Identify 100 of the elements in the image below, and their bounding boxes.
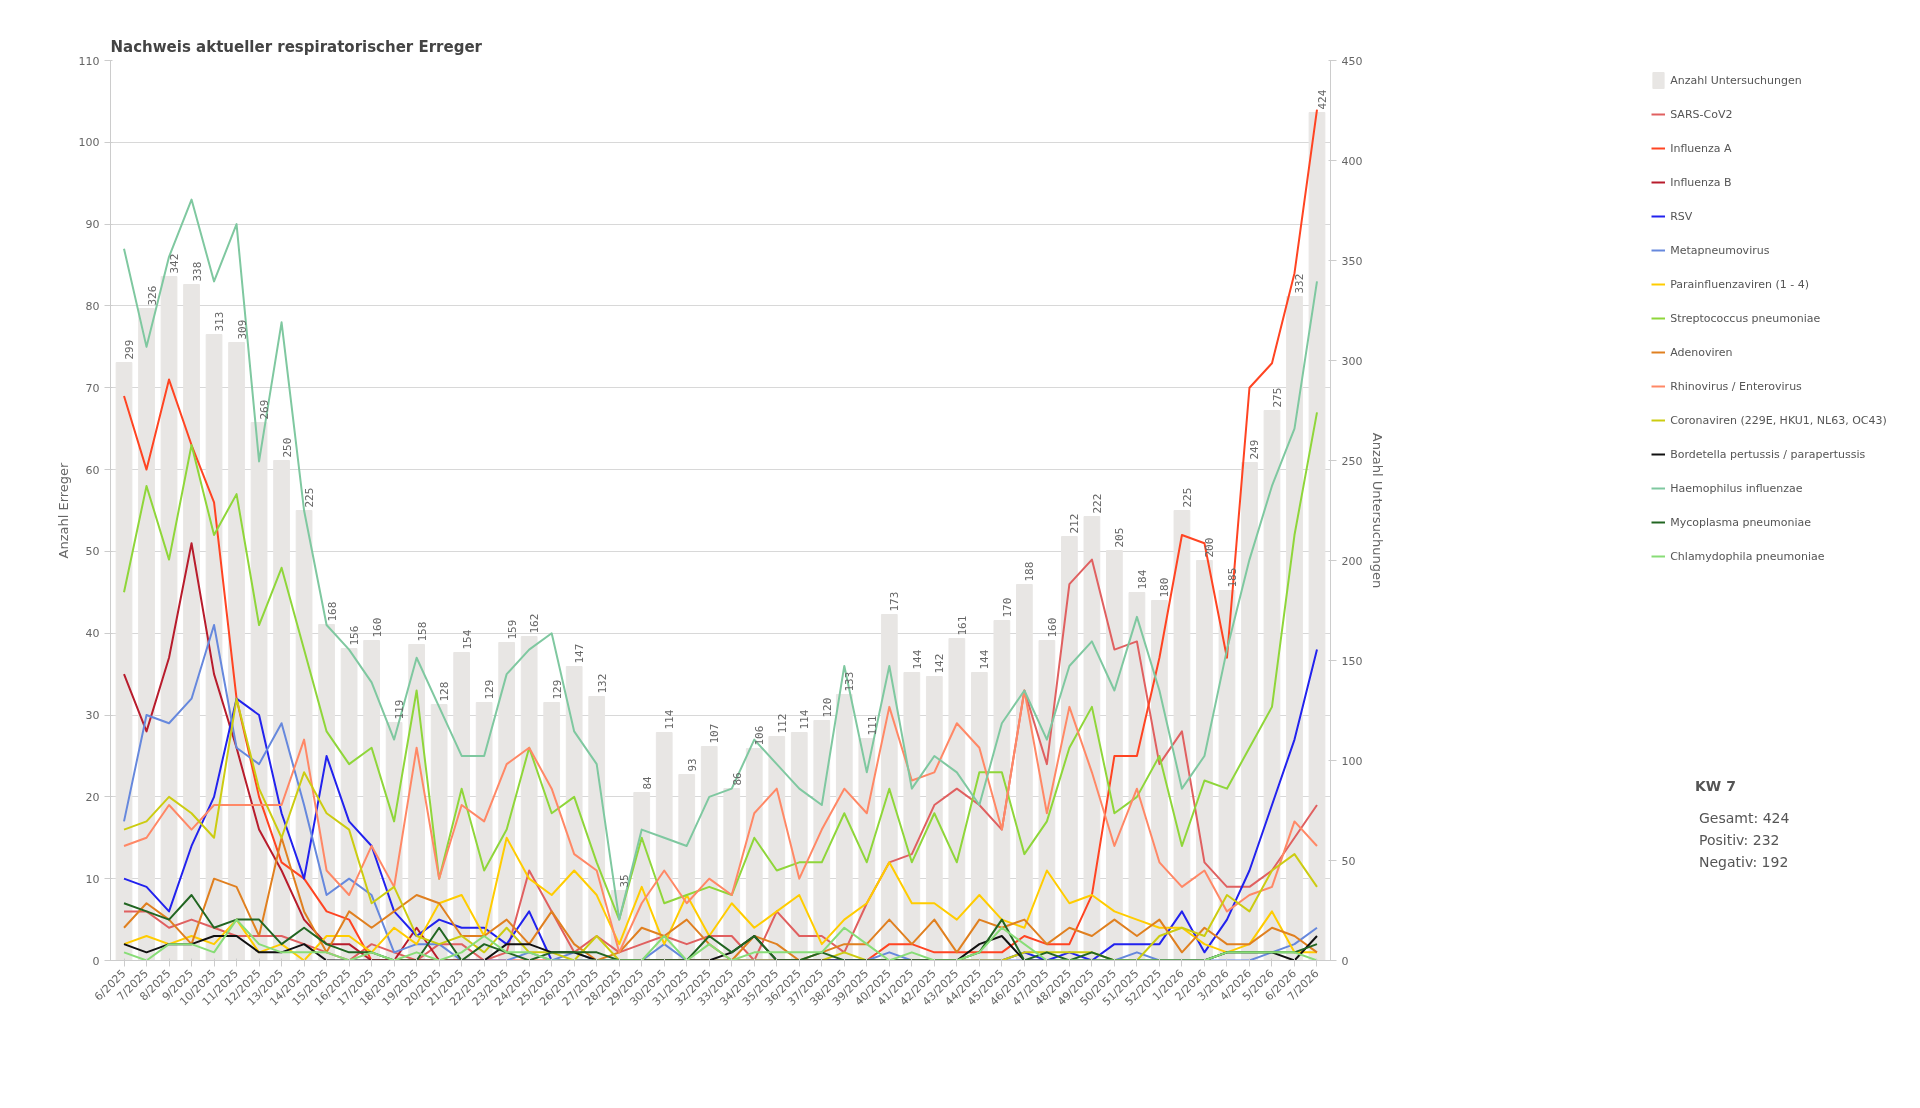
y-tick-label: 90 <box>85 218 100 232</box>
legend-label: Influenza A <box>1670 141 1732 155</box>
legend-label: Bordetella pertussis / parapertussis <box>1670 447 1866 461</box>
legend-label: SARS-CoV2 <box>1670 107 1733 121</box>
data-label: 119 <box>393 699 407 720</box>
bar <box>970 672 988 961</box>
y2-tick-label: 250 <box>1341 454 1363 468</box>
data-label: 173 <box>888 591 902 612</box>
data-label: 299 <box>123 339 137 360</box>
data-label: 250 <box>280 437 294 458</box>
data-label: 129 <box>550 679 564 700</box>
data-label: 161 <box>955 615 969 636</box>
data-label: 180 <box>1158 577 1172 598</box>
y-tick-label: 60 <box>85 463 100 477</box>
legend-label: Chlamydophila pneumoniae <box>1670 549 1825 563</box>
y-tick-label: 20 <box>85 790 100 804</box>
data-label: 112 <box>775 713 789 734</box>
data-label: 93 <box>685 758 699 772</box>
y2-tick-label: 400 <box>1341 154 1363 168</box>
y2-axis-title: Anzahl Untersuchungen <box>1370 432 1386 589</box>
bar <box>948 638 966 961</box>
legend-label: Adenoviren <box>1670 345 1733 359</box>
data-label: 84 <box>640 775 654 790</box>
data-label: 142 <box>933 653 947 674</box>
data-label: 114 <box>798 709 812 730</box>
bar <box>1106 550 1123 961</box>
data-label: 144 <box>978 649 992 670</box>
bar <box>1286 296 1303 961</box>
legend-label: Coronaviren (229E, HKU1, NL63, OC43) <box>1670 413 1887 427</box>
data-label: 160 <box>370 617 384 638</box>
bar <box>1061 536 1078 961</box>
legend-label: Haemophilus influenzae <box>1670 481 1803 495</box>
data-label: 332 <box>1293 273 1307 294</box>
data-label: 225 <box>1180 487 1194 508</box>
bar <box>1196 560 1213 961</box>
legend-label: Mycoplasma pneumoniae <box>1670 515 1812 529</box>
y2-tick-label: 50 <box>1341 854 1356 868</box>
data-label: 111 <box>865 715 879 736</box>
legend-label: RSV <box>1670 209 1693 223</box>
data-label: 106 <box>753 725 767 746</box>
y-tick-label: 40 <box>85 627 100 641</box>
y2-tick-label: 0 <box>1341 954 1349 968</box>
data-label: 313 <box>213 311 227 332</box>
bar <box>1173 510 1191 961</box>
data-label: 162 <box>528 613 542 634</box>
data-label: 205 <box>1113 527 1127 548</box>
data-label: 156 <box>348 625 362 646</box>
line-series <box>123 198 1318 921</box>
data-label: 154 <box>460 629 474 650</box>
bar <box>1128 592 1146 961</box>
bar <box>183 284 200 961</box>
legend-label: Influenza B <box>1670 175 1732 189</box>
data-label: 168 <box>325 601 339 622</box>
legend-label: Metapneumovirus <box>1670 243 1770 257</box>
data-label: 275 <box>1270 387 1284 408</box>
bar <box>835 694 853 961</box>
y2-tick-label: 450 <box>1341 54 1363 68</box>
y-tick-label: 80 <box>85 299 100 313</box>
legend-label: Parainfluenzaviren (1 - 4) <box>1670 277 1810 291</box>
data-label: 86 <box>730 772 744 786</box>
y-tick-label: 70 <box>85 381 100 395</box>
data-label: 170 <box>1000 597 1014 618</box>
y2-tick-label: 300 <box>1341 354 1363 368</box>
chart-title: Nachweis aktueller respiratorischer Erreger <box>110 37 483 56</box>
text: Negativ: 192 <box>1699 853 1790 872</box>
bar <box>543 702 561 961</box>
data-label: 424 <box>1315 89 1329 110</box>
text: Positiv: 232 <box>1699 831 1781 850</box>
y-tick-label: 110 <box>78 54 100 68</box>
bar <box>1263 410 1281 961</box>
data-label: 132 <box>595 673 609 694</box>
y2-tick-label: 350 <box>1341 254 1363 268</box>
y-tick-label: 0 <box>92 954 100 968</box>
bar <box>520 636 538 961</box>
data-label: 158 <box>415 621 429 642</box>
line-series <box>123 558 1318 961</box>
data-label: 188 <box>1023 561 1037 582</box>
data-label: 129 <box>483 679 497 700</box>
bar <box>993 620 1011 961</box>
bar <box>1241 462 1258 961</box>
bar <box>228 342 245 961</box>
data-label: 309 <box>235 319 249 340</box>
data-label: 225 <box>303 487 317 508</box>
data-label: 338 <box>190 261 204 282</box>
data-label: 114 <box>663 709 677 730</box>
legend-label: Anzahl Untersuchungen <box>1670 73 1802 87</box>
line-series <box>123 542 441 961</box>
data-label: 128 <box>438 681 452 702</box>
y-tick-label: 50 <box>85 545 100 559</box>
data-label: 212 <box>1068 513 1082 534</box>
bar <box>1218 590 1236 961</box>
data-label: 222 <box>1090 493 1104 514</box>
y-tick-label: 10 <box>85 872 100 886</box>
bar <box>340 648 358 961</box>
bar <box>160 276 178 961</box>
data-label: 269 <box>258 399 272 420</box>
bar <box>565 666 583 961</box>
y2-tick-label: 100 <box>1341 754 1363 768</box>
data-label: 144 <box>910 649 924 670</box>
y2-tick-label: 200 <box>1341 554 1363 568</box>
